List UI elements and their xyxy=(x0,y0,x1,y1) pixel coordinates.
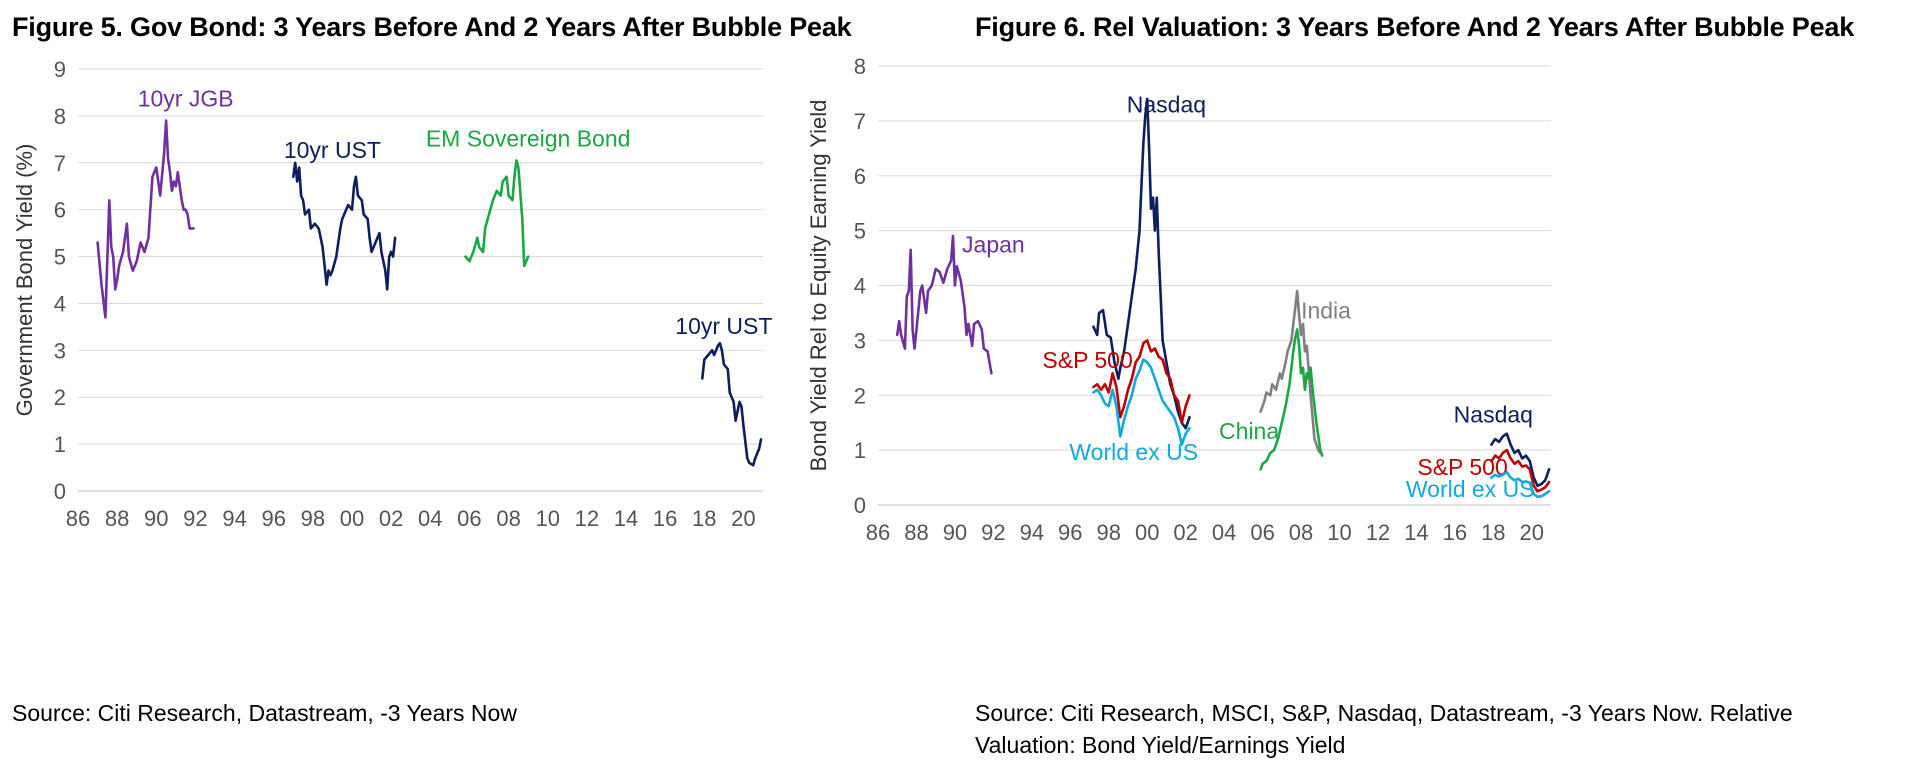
x-tick-label: 12 xyxy=(1366,520,1390,545)
series-label: EM Sovereign Bond xyxy=(426,125,631,151)
x-tick-label: 96 xyxy=(1058,520,1082,545)
y-tick-label: 7 xyxy=(54,151,66,176)
y-axis-label: Government Bond Yield (%) xyxy=(12,144,37,417)
series-line-world-ex-us xyxy=(1092,358,1191,446)
x-tick-label: 20 xyxy=(1520,520,1544,545)
x-tick-label: 98 xyxy=(1097,520,1121,545)
figure-5-panel: Figure 5. Gov Bond: 3 Years Before And 2… xyxy=(12,12,852,726)
series-line-india xyxy=(1259,289,1322,455)
y-tick-label: 4 xyxy=(54,291,66,316)
x-tick-label: 16 xyxy=(1443,520,1467,545)
y-tick-label: 2 xyxy=(854,383,866,408)
x-tick-label: 90 xyxy=(144,506,168,531)
figure-6-panel: Figure 6. Rel Valuation: 3 Years Before … xyxy=(806,0,1926,769)
x-tick-label: 12 xyxy=(575,506,599,531)
series-line-world-ex-us xyxy=(1490,470,1551,499)
series-line-em-sovereign-bond xyxy=(464,159,530,268)
x-tick-label: 98 xyxy=(301,506,325,531)
x-tick-label: 94 xyxy=(1020,520,1044,545)
x-tick-label: 86 xyxy=(866,520,890,545)
series-label: Nasdaq xyxy=(1127,92,1206,118)
y-tick-label: 0 xyxy=(854,493,866,518)
figure-6-source: Source: Citi Research, MSCI, S&P, Nasdaq… xyxy=(975,700,1793,758)
x-tick-label: 96 xyxy=(261,506,285,531)
y-tick-label: 3 xyxy=(54,338,66,363)
x-tick-label: 18 xyxy=(692,506,716,531)
x-tick-label: 10 xyxy=(535,506,559,531)
y-tick-label: 5 xyxy=(854,219,866,244)
x-tick-label: 04 xyxy=(1212,520,1236,545)
series-line-s-p-500 xyxy=(1490,448,1551,493)
x-tick-label: 10 xyxy=(1327,520,1351,545)
y-tick-label: 6 xyxy=(54,198,66,223)
x-tick-label: 92 xyxy=(183,506,207,531)
x-tick-label: 00 xyxy=(1135,520,1159,545)
y-tick-label: 7 xyxy=(854,109,866,134)
x-tick-label: 00 xyxy=(340,506,364,531)
series-line-10yr-jgb xyxy=(96,119,195,319)
figure-5-title: Figure 5. Gov Bond: 3 Years Before And 2… xyxy=(12,12,852,42)
figure-6-title: Figure 6. Rel Valuation: 3 Years Before … xyxy=(975,12,1855,42)
x-tick-label: 94 xyxy=(222,506,246,531)
series-line-japan xyxy=(895,234,993,375)
x-tick-label: 88 xyxy=(904,520,928,545)
y-tick-label: 8 xyxy=(854,54,866,79)
x-tick-label: 08 xyxy=(496,506,520,531)
series-label: 10yr UST xyxy=(284,137,381,163)
y-tick-label: 0 xyxy=(54,479,66,504)
series-line-china xyxy=(1259,328,1324,471)
series-label: World ex US xyxy=(1406,476,1535,502)
y-tick-label: 9 xyxy=(54,57,66,82)
series-line-nasdaq xyxy=(1092,97,1191,430)
figure-5-source: Source: Citi Research, Datastream, -3 Ye… xyxy=(12,700,517,726)
series-label: 10yr UST xyxy=(675,313,772,339)
series-label: Nasdaq xyxy=(1454,402,1533,428)
series-line-10yr-ust xyxy=(700,341,763,467)
series-line-10yr-ust xyxy=(291,161,397,291)
y-tick-label: 4 xyxy=(854,274,866,299)
series-label: Japan xyxy=(962,232,1025,258)
y-tick-label: 3 xyxy=(854,328,866,353)
x-tick-label: 90 xyxy=(943,520,967,545)
y-tick-label: 6 xyxy=(854,164,866,189)
series-label: China xyxy=(1219,418,1279,444)
x-tick-label: 88 xyxy=(105,506,129,531)
x-tick-label: 14 xyxy=(614,506,638,531)
x-tick-label: 04 xyxy=(418,506,442,531)
x-tick-label: 18 xyxy=(1481,520,1505,545)
y-tick-label: 8 xyxy=(54,104,66,129)
y-tick-label: 5 xyxy=(54,245,66,270)
x-tick-label: 02 xyxy=(1173,520,1197,545)
x-tick-label: 08 xyxy=(1289,520,1313,545)
y-axis-label: Bond Yield Rel to Equity Earning Yield xyxy=(806,100,831,472)
x-tick-label: 02 xyxy=(379,506,403,531)
series-label: S&P 500 xyxy=(1042,347,1132,373)
y-tick-label: 2 xyxy=(54,385,66,410)
y-tick-label: 1 xyxy=(854,438,866,463)
y-tick-label: 1 xyxy=(54,432,66,457)
series-label: 10yr JGB xyxy=(138,86,234,112)
series-line-s-p-500 xyxy=(1092,339,1191,425)
series-line-nasdaq xyxy=(1490,432,1551,488)
x-tick-label: 06 xyxy=(457,506,481,531)
x-tick-label: 92 xyxy=(981,520,1005,545)
x-tick-label: 06 xyxy=(1250,520,1274,545)
series-label: World ex US xyxy=(1069,439,1198,465)
x-tick-label: 14 xyxy=(1404,520,1428,545)
x-tick-label: 20 xyxy=(731,506,755,531)
series-label: India xyxy=(1301,297,1351,323)
x-tick-label: 86 xyxy=(66,506,90,531)
x-tick-label: 16 xyxy=(653,506,677,531)
